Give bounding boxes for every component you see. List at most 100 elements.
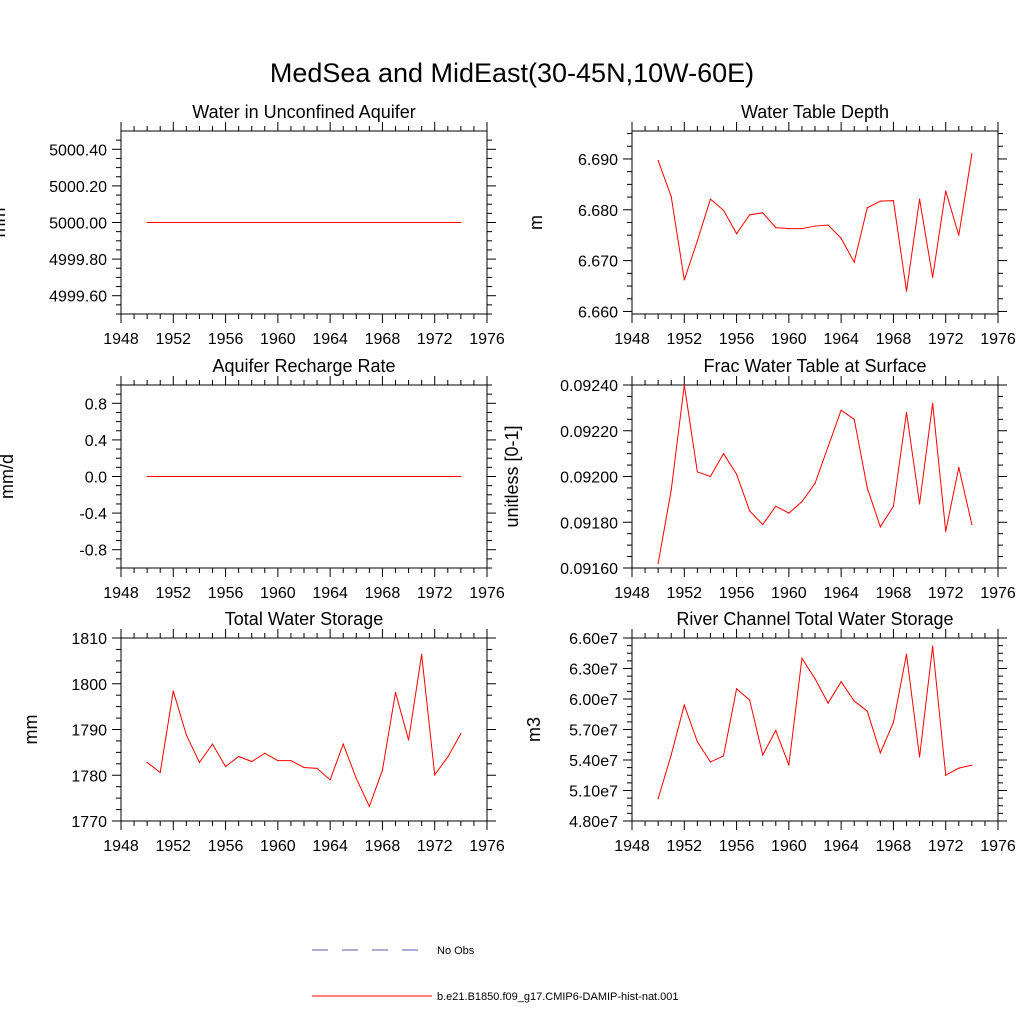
data-point — [853, 261, 855, 263]
data-point — [879, 752, 881, 754]
data-point — [905, 653, 908, 655]
y-axis-label: mm/d — [0, 454, 17, 499]
data-point — [892, 721, 895, 723]
data-point — [905, 411, 908, 414]
data-point — [407, 739, 410, 741]
data-point — [840, 409, 842, 411]
y-tick-label: 1780 — [71, 768, 107, 785]
data-point — [329, 779, 331, 781]
y-axis-label: mm — [21, 715, 41, 745]
data-point — [735, 473, 738, 475]
data-point — [892, 200, 895, 202]
x-tick-label: 1972 — [417, 331, 453, 348]
x-tick-label: 1972 — [928, 585, 964, 602]
x-tick-label: 1956 — [719, 585, 755, 602]
data-point — [683, 279, 685, 281]
data-point — [277, 760, 279, 762]
data-point — [775, 505, 777, 507]
x-tick-label: 1960 — [771, 585, 807, 602]
x-tick-label: 1976 — [469, 838, 505, 855]
data-point — [879, 526, 881, 528]
x-tick-label: 1964 — [823, 331, 859, 348]
y-tick-label: 1800 — [71, 677, 107, 694]
data-point — [696, 240, 698, 242]
x-tick-label: 1976 — [980, 585, 1016, 602]
y-tick-label: -0.8 — [79, 543, 107, 560]
data-point — [853, 700, 855, 702]
x-tick-label: 1968 — [365, 838, 401, 855]
x-tick-label: 1964 — [312, 585, 348, 602]
data-point — [670, 489, 672, 491]
data-point — [722, 209, 725, 211]
data-point — [421, 653, 423, 656]
data-point — [945, 530, 947, 533]
data-point — [788, 764, 790, 766]
data-point — [801, 657, 803, 659]
data-point — [238, 755, 240, 758]
data-point — [762, 523, 764, 526]
y-tick-label: 0.09200 — [560, 470, 618, 487]
data-point — [801, 228, 803, 230]
data-point — [932, 402, 934, 404]
plot-frame — [631, 384, 999, 569]
y-axis-label: mm — [0, 208, 9, 238]
data-point — [749, 214, 751, 216]
data-point — [460, 475, 462, 478]
panel-1: 1948 1952 1956 1960 1964 1968 1972 1976 4999.60 4… — [0, 102, 505, 348]
x-tick-label: 1948 — [103, 585, 139, 602]
data-point — [696, 741, 698, 743]
panel-title: River Channel Total Water Storage — [676, 609, 953, 629]
data-point — [827, 446, 829, 448]
data-point — [683, 704, 685, 706]
y-tick-label: -0.4 — [79, 506, 107, 523]
data-point — [460, 733, 462, 735]
y-tick-label: 6.30e7 — [569, 662, 618, 679]
data-point — [892, 505, 895, 507]
data-point — [971, 764, 973, 766]
x-tick-label: 1948 — [103, 838, 139, 855]
x-tick-label: 1972 — [417, 838, 453, 855]
data-point — [853, 418, 855, 420]
y-tick-label: 1790 — [71, 723, 107, 740]
data-point — [762, 212, 764, 214]
data-point — [749, 510, 751, 512]
data-point — [172, 690, 174, 692]
data-point — [735, 688, 738, 690]
panel-4: 1948 1952 1956 1960 1964 1968 1972 1976 0.09160 0… — [502, 356, 1016, 602]
x-tick-label: 1968 — [365, 331, 401, 348]
data-point — [670, 754, 672, 756]
data-point — [814, 678, 816, 680]
y-tick-label: 0.09220 — [560, 424, 618, 441]
data-point — [814, 482, 816, 484]
data-point — [866, 487, 868, 489]
plot-frame — [631, 637, 999, 822]
y-tick-label: 6.660 — [578, 304, 618, 321]
y-tick-label: 6.00e7 — [569, 692, 618, 709]
series-line — [657, 384, 973, 564]
data-point — [460, 221, 462, 224]
panel-title: Aquifer Recharge Rate — [212, 356, 395, 376]
y-tick-label: 5000.20 — [49, 179, 107, 196]
data-point — [146, 475, 148, 478]
legend-label-no-obs: No Obs — [437, 945, 475, 957]
y-tick-label: 1810 — [71, 631, 107, 648]
x-tick-label: 1968 — [876, 331, 912, 348]
y-axis-label: m3 — [524, 717, 544, 742]
data-point — [971, 523, 973, 526]
y-tick-label: 6.690 — [578, 152, 618, 169]
data-point — [827, 224, 829, 226]
x-tick-label: 1956 — [719, 331, 755, 348]
data-point — [185, 734, 187, 736]
panel-3: 1948 1952 1956 1960 1964 1968 1972 1976 -0.8 -0.4… — [0, 356, 505, 602]
x-tick-label: 1948 — [614, 838, 650, 855]
y-axis-label: unitless [0-1] — [502, 425, 522, 527]
data-point — [932, 276, 934, 278]
data-point — [814, 225, 816, 227]
x-tick-label: 1952 — [666, 838, 702, 855]
x-tick-label: 1952 — [155, 585, 191, 602]
data-point — [735, 233, 738, 235]
data-point — [958, 466, 960, 468]
data-point — [775, 729, 777, 732]
y-tick-label: 5000.00 — [49, 216, 107, 233]
